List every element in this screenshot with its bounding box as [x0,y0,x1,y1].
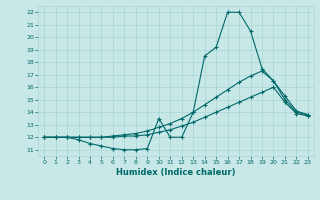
X-axis label: Humidex (Indice chaleur): Humidex (Indice chaleur) [116,168,236,177]
